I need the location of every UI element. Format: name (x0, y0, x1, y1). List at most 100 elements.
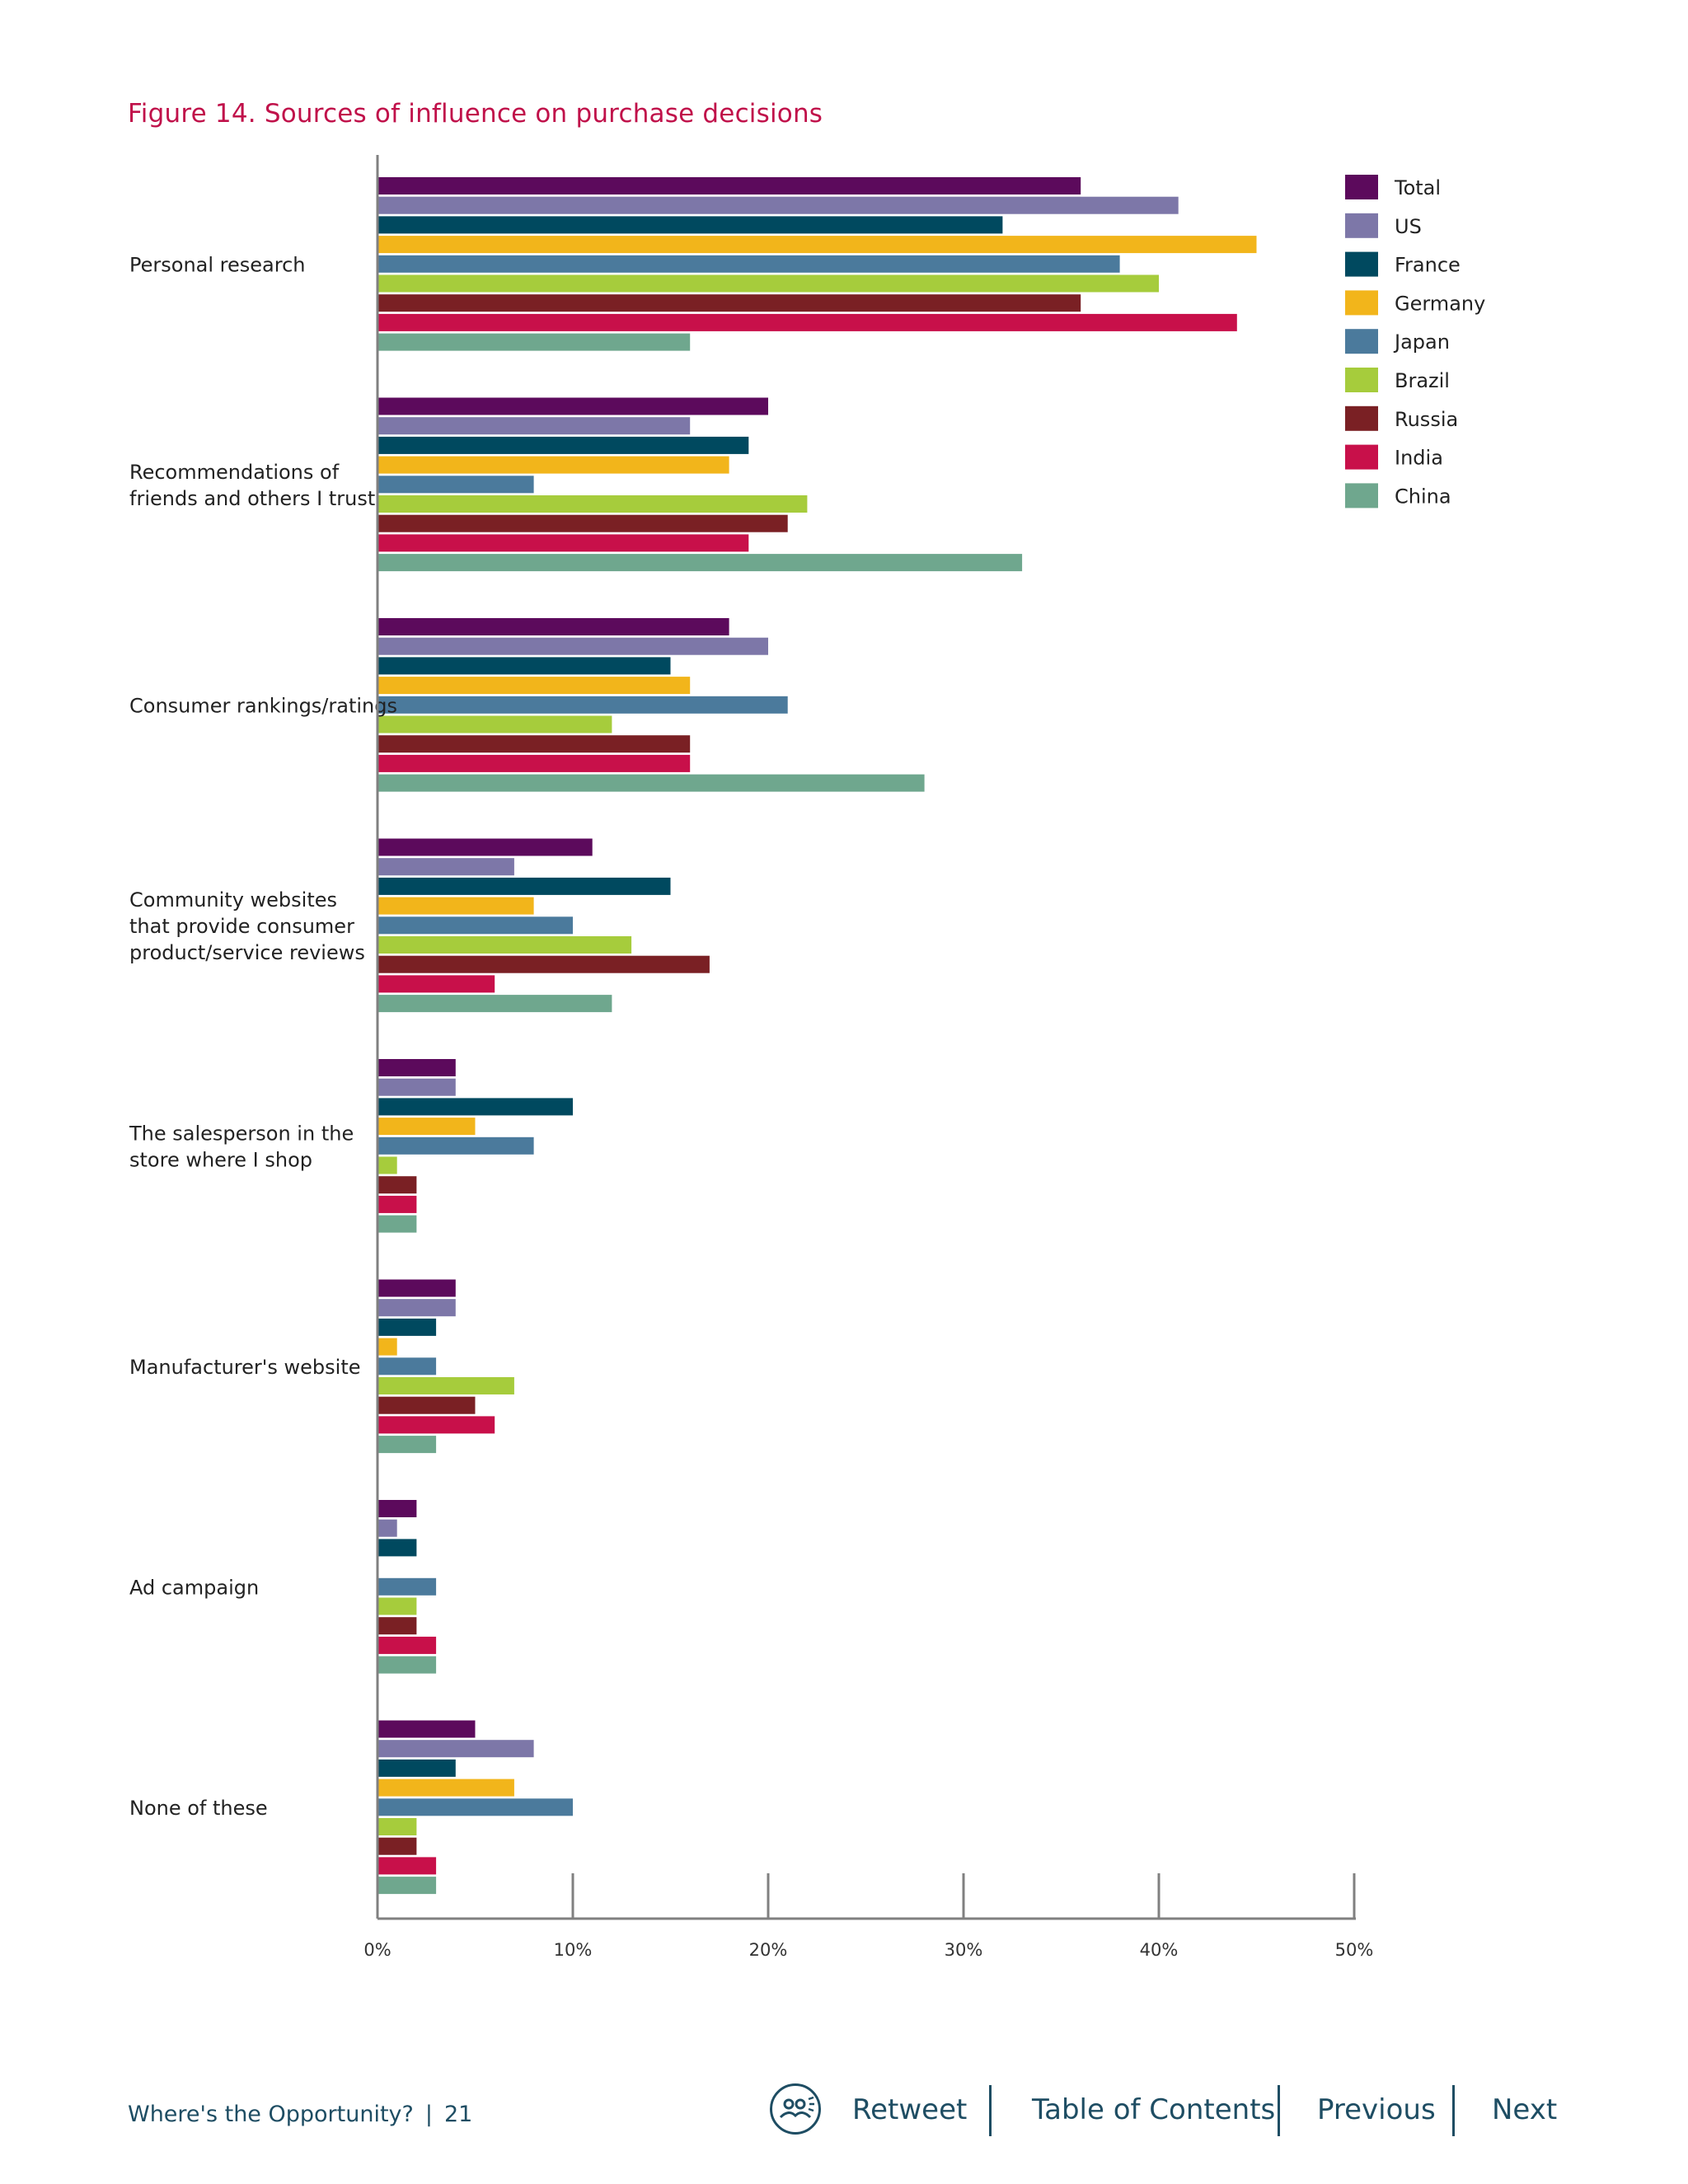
bar-brazil-0 (377, 274, 1159, 293)
nav-divider (989, 2085, 992, 2136)
bar-china-0 (377, 333, 691, 351)
bar-germany-0 (377, 236, 1257, 254)
bar-japan-1 (377, 476, 534, 494)
category-label: product/service reviews (129, 941, 365, 964)
x-tick-label: 20% (749, 1940, 788, 1960)
bar-brazil-4 (377, 1156, 397, 1174)
category-label: Recommendations of (129, 461, 340, 484)
bar-brazil-5 (377, 1377, 514, 1394)
bar-japan-0 (377, 255, 1120, 273)
bar-us-6 (377, 1519, 397, 1537)
legend-swatch-total (1345, 175, 1378, 199)
category-labels: Personal research Recommendations of frien… (129, 254, 397, 1820)
x-tick-label: 40% (1140, 1940, 1179, 1960)
bar-france-2 (377, 657, 671, 675)
legend-swatch-us (1345, 213, 1378, 238)
bar-total-4 (377, 1059, 456, 1076)
legend-swatch-china (1345, 483, 1378, 509)
x-tick-label: 0% (363, 1940, 391, 1960)
legend-label-total: Total (1394, 176, 1441, 199)
nav-divider (1452, 2085, 1455, 2136)
legend-label-russia: Russia (1395, 408, 1458, 431)
bar-france-5 (377, 1318, 437, 1336)
bar-japan-3 (377, 916, 573, 935)
bar-russia-5 (377, 1396, 476, 1414)
bar-brazil-1 (377, 495, 808, 513)
bar-china-6 (377, 1656, 437, 1674)
category-label: The salesperson in the (129, 1122, 354, 1146)
bar-china-7 (377, 1877, 437, 1895)
bar-china-4 (377, 1215, 417, 1233)
bar-france-3 (377, 877, 671, 895)
legend-label-china: China (1395, 485, 1451, 508)
bar-france-4 (377, 1098, 573, 1116)
bar-india-1 (377, 534, 749, 552)
doc-title: Where's the Opportunity? (128, 2102, 414, 2127)
category-label: Consumer rankings/ratings (129, 695, 397, 718)
bar-india-5 (377, 1416, 495, 1434)
page-number: 21 (443, 2102, 473, 2127)
bar-russia-1 (377, 514, 788, 532)
category-label: None of these (129, 1797, 268, 1820)
bar-germany-2 (377, 677, 691, 695)
legend-label-india: India (1395, 447, 1443, 470)
bar-russia-6 (377, 1617, 417, 1635)
bar-brazil-3 (377, 936, 632, 954)
bar-japan-7 (377, 1798, 573, 1816)
retweet-link[interactable]: Retweet (852, 2093, 968, 2126)
axes: 0% 10% 20% 30% 40% 50% (363, 155, 1373, 1960)
bar-germany-4 (377, 1118, 476, 1136)
bar-us-4 (377, 1078, 456, 1096)
legend-swatch-germany (1345, 290, 1378, 316)
bar-india-3 (377, 975, 495, 993)
bar-us-5 (377, 1299, 456, 1317)
bar-france-1 (377, 436, 749, 454)
bar-russia-4 (377, 1176, 417, 1194)
table-of-contents-link[interactable]: Table of Contents (1032, 2093, 1276, 2126)
category-label: store where I shop (129, 1149, 312, 1172)
category-label: Community websites (129, 888, 337, 912)
category-label: Personal research (129, 254, 305, 277)
x-tick-label: 10% (554, 1940, 593, 1960)
legend-swatch-france (1345, 251, 1378, 277)
figure-title: Figure 14. Sources of influence on purch… (128, 99, 823, 129)
category-label: Manufacturer's website (129, 1356, 361, 1379)
previous-link[interactable]: Previous (1317, 2093, 1436, 2126)
legend-swatch-brazil (1345, 368, 1378, 392)
x-tick-label: 50% (1335, 1940, 1374, 1960)
legend-label-france: France (1395, 254, 1461, 277)
bar-india-6 (377, 1636, 437, 1654)
bar-france-6 (377, 1539, 417, 1557)
category-label: that provide consumer (129, 915, 354, 938)
bars-group (377, 177, 1257, 1895)
category-label: friends and others I trust (129, 487, 375, 510)
bar-germany-5 (377, 1338, 397, 1356)
bar-japan-2 (377, 696, 788, 714)
bar-us-7 (377, 1740, 534, 1758)
footer: Where's the Opportunity? | 21 Retweet Tabl… (0, 2060, 1688, 2159)
bar-japan-6 (377, 1577, 437, 1596)
legend-swatch-india (1345, 444, 1378, 470)
bar-germany-3 (377, 897, 534, 915)
bar-japan-4 (377, 1137, 534, 1155)
bar-china-1 (377, 554, 1023, 572)
bar-us-0 (377, 196, 1179, 214)
group-people-icon[interactable] (770, 2083, 821, 2135)
bar-russia-2 (377, 735, 691, 753)
bar-chart: Personal research Recommendations of frien… (129, 155, 1485, 1960)
bar-china-2 (377, 774, 925, 792)
bar-india-7 (377, 1857, 437, 1875)
next-link[interactable]: Next (1492, 2093, 1558, 2126)
bar-india-4 (377, 1195, 417, 1213)
bar-total-5 (377, 1279, 456, 1297)
bar-brazil-6 (377, 1597, 417, 1615)
bar-russia-7 (377, 1837, 417, 1855)
bar-france-7 (377, 1759, 456, 1777)
category-label: Ad campaign (129, 1577, 259, 1600)
legend-label-brazil: Brazil (1395, 369, 1450, 392)
legend-swatch-russia (1345, 405, 1378, 431)
bar-total-3 (377, 838, 593, 856)
x-tick-label: 30% (945, 1940, 983, 1960)
bar-germany-1 (377, 456, 729, 474)
footer-separator: | (424, 2102, 433, 2127)
